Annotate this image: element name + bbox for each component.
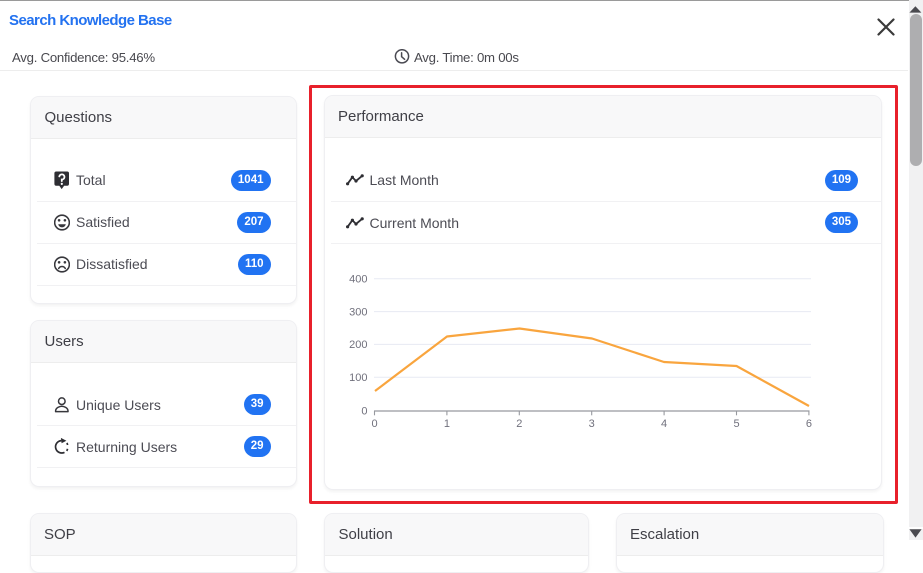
svg-text:0: 0 bbox=[361, 406, 367, 418]
svg-text:3: 3 bbox=[589, 418, 595, 430]
svg-text:6: 6 bbox=[806, 418, 812, 430]
svg-text:200: 200 bbox=[349, 339, 367, 351]
svg-text:5: 5 bbox=[733, 418, 739, 430]
svg-text:400: 400 bbox=[349, 274, 367, 286]
svg-text:300: 300 bbox=[349, 306, 367, 318]
svg-text:1: 1 bbox=[444, 418, 450, 430]
svg-text:4: 4 bbox=[661, 418, 667, 430]
svg-text:2: 2 bbox=[516, 418, 522, 430]
svg-text:100: 100 bbox=[349, 372, 367, 384]
svg-text:0: 0 bbox=[371, 418, 377, 430]
